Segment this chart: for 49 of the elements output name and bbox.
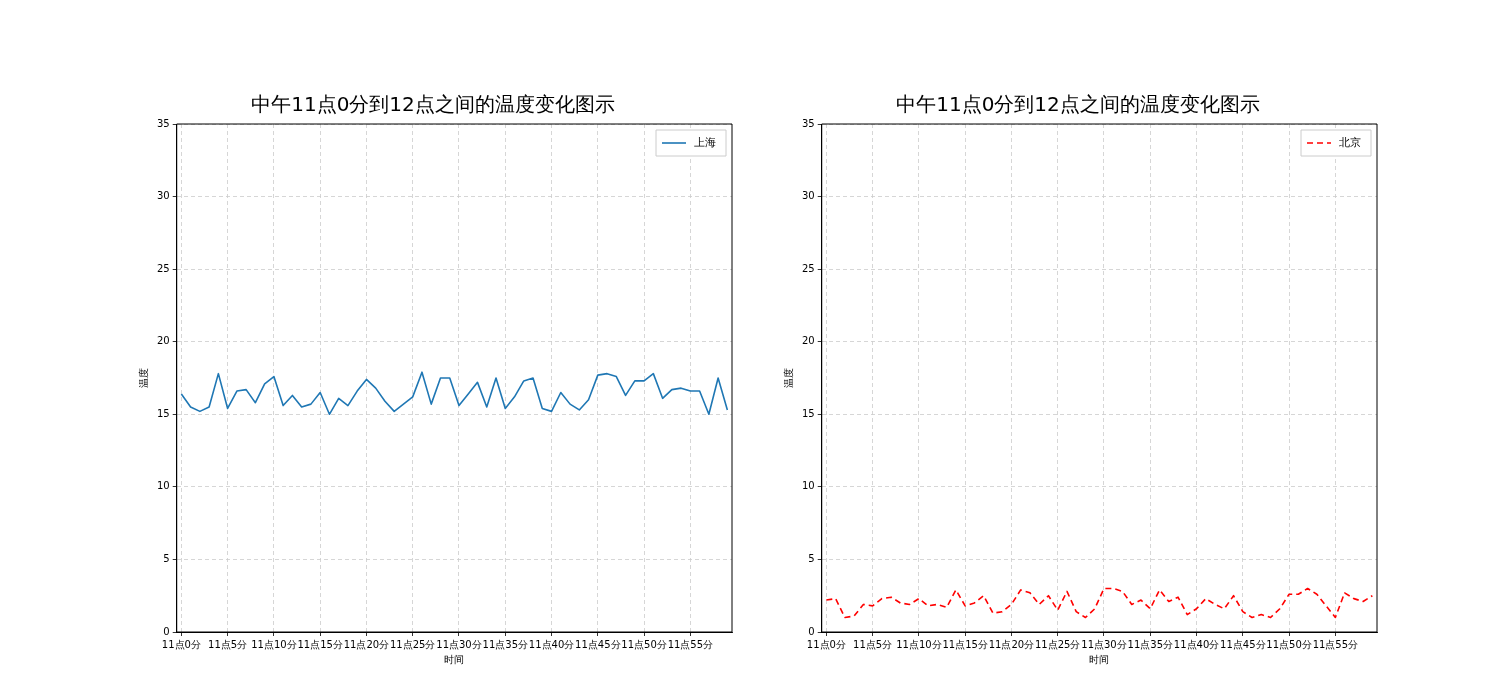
y-tick-label: 10 <box>801 480 815 492</box>
x-tick-label: 11点25分 <box>1034 638 1081 650</box>
y-tick-label: 25 <box>801 262 815 274</box>
x-tick-label: 11点15分 <box>942 638 988 650</box>
x-tick-label: 11点15分 <box>297 638 343 650</box>
y-tick-label: 5 <box>808 553 815 565</box>
x-tick-label: 11点35分 <box>1127 638 1173 650</box>
chart-title: 中午11点0分到12点之间的温度变化图示 <box>896 92 1260 117</box>
x-tick-label: 11点50分 <box>621 638 667 650</box>
x-tick-label: 11点10分 <box>896 638 942 650</box>
y-tick-label: 10 <box>156 480 170 492</box>
y-tick-label: 15 <box>801 407 815 419</box>
x-axis-title: 时间 <box>1089 653 1110 665</box>
y-tick-label: 0 <box>163 625 170 637</box>
x-tick-label: 11点10分 <box>251 638 297 650</box>
y-tick-label: 15 <box>156 407 170 419</box>
y-tick-label: 0 <box>808 625 815 637</box>
legend-label: 上海 <box>694 135 716 149</box>
x-tick-label: 11点30分 <box>436 638 482 650</box>
legend-label: 北京 <box>1339 135 1361 149</box>
x-tick-label: 11点25分 <box>389 638 436 650</box>
x-tick-label: 11点5分 <box>853 638 893 650</box>
x-axis-title: 时间 <box>444 653 465 665</box>
y-tick-label: 35 <box>801 117 815 129</box>
x-tick-label: 11点0分 <box>806 638 846 650</box>
y-tick-label: 30 <box>156 190 170 202</box>
x-tick-label: 11点45分 <box>575 638 621 650</box>
x-tick-label: 11点55分 <box>667 638 714 650</box>
x-tick-label: 11点0分 <box>161 638 201 650</box>
x-tick-label: 11点5分 <box>208 638 248 650</box>
x-tick-label: 11点50分 <box>1266 638 1312 650</box>
y-tick-label: 30 <box>801 190 815 202</box>
y-tick-label: 20 <box>801 335 815 347</box>
x-tick-label: 11点20分 <box>343 638 390 650</box>
chart-title: 中午11点0分到12点之间的温度变化图示 <box>251 92 615 117</box>
x-tick-label: 11点40分 <box>528 638 575 650</box>
y-tick-label: 20 <box>156 335 170 347</box>
x-tick-label: 11点20分 <box>988 638 1035 650</box>
line-series <box>825 587 1374 619</box>
x-tick-label: 11点30分 <box>1081 638 1127 650</box>
x-tick-label: 11点40分 <box>1173 638 1220 650</box>
x-tick-label: 11点45分 <box>1220 638 1266 650</box>
y-tick-label: 5 <box>163 553 170 565</box>
y-tick-label: 25 <box>156 262 170 274</box>
y-tick-label: 35 <box>156 117 170 129</box>
x-tick-label: 11点55分 <box>1312 638 1359 650</box>
y-axis-title: 温度 <box>137 368 149 388</box>
y-axis-title: 温度 <box>782 368 794 388</box>
x-tick-label: 11点35分 <box>482 638 528 650</box>
